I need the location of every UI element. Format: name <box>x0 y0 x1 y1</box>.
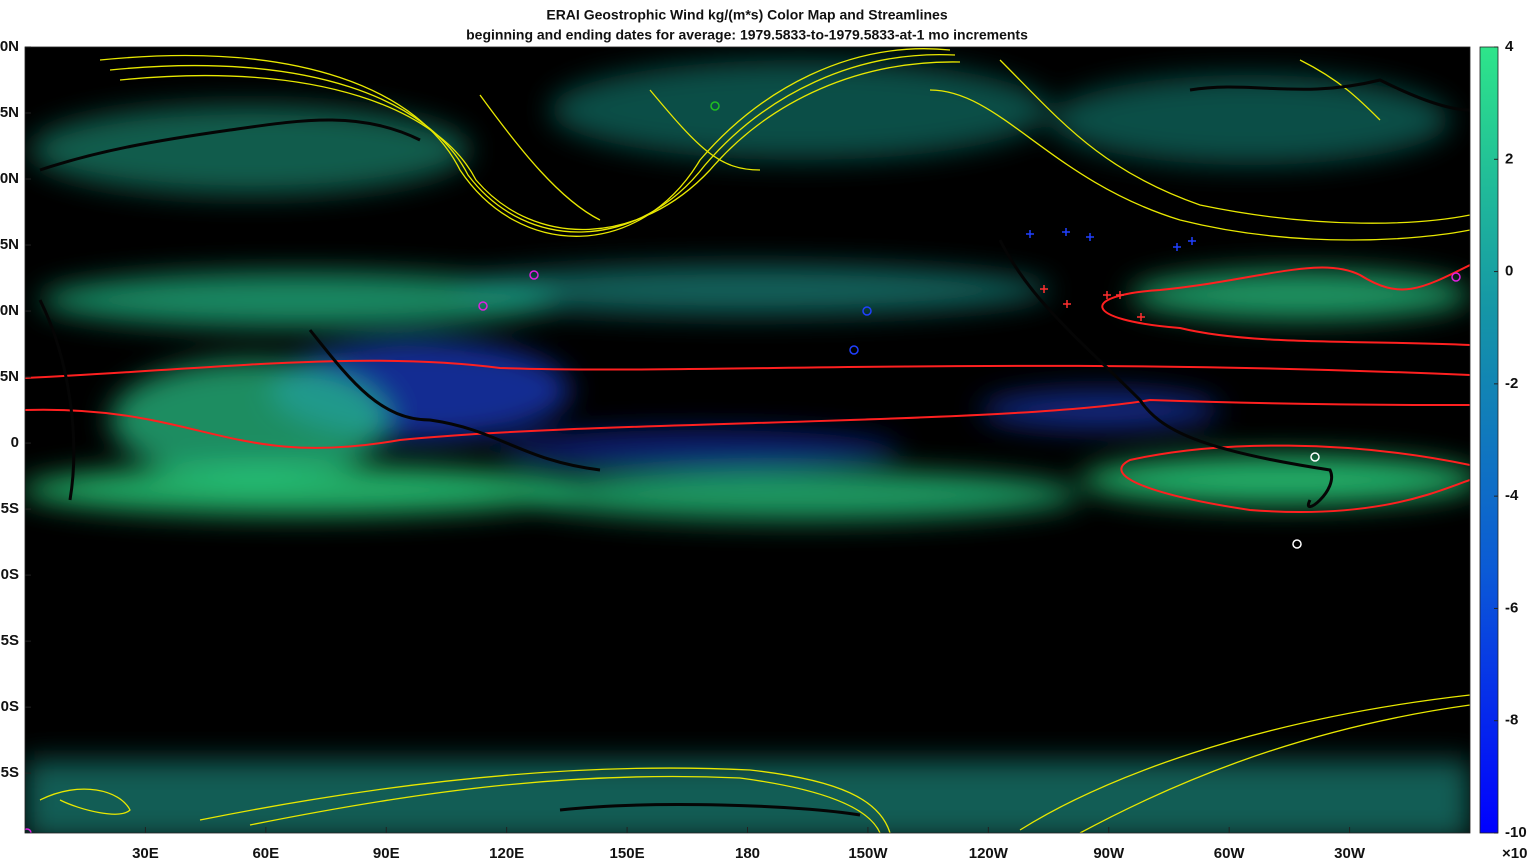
x-tick-label: 60W <box>1214 845 1246 862</box>
x-tick-label: 30E <box>132 845 159 862</box>
x-tick-label: 90E <box>373 845 400 862</box>
x-tick-label: 30W <box>1334 845 1366 862</box>
x-tick-label: 150W <box>848 845 888 862</box>
x-tick-label: 120E <box>489 845 524 862</box>
chart-title: ERAI Geostrophic Wind kg/(m*s) Color Map… <box>546 7 947 23</box>
y-tick-label: 0 <box>11 434 19 451</box>
y-tick-label: 5N <box>0 236 19 253</box>
y-tick-label: 5S <box>1 632 19 649</box>
y-tick-label: 0N <box>0 170 19 187</box>
x-tick-label: 180 <box>735 845 760 862</box>
streamlines-red <box>25 264 1470 513</box>
map-area <box>25 47 1470 833</box>
streamlines-yellow <box>39 48 1470 833</box>
colorbar-tick-label: 4 <box>1505 38 1514 55</box>
coastlines <box>38 78 1470 817</box>
chart-subtitle: beginning and ending dates for average: … <box>466 27 1028 43</box>
colorbar-tick-label: -8 <box>1505 712 1518 729</box>
x-tick-label: 90W <box>1093 845 1125 862</box>
markers <box>25 101 1461 833</box>
colorbar-tick-label: -10 <box>1505 824 1527 841</box>
wind-field <box>25 60 1470 833</box>
y-tick-label: 5N <box>0 104 19 121</box>
colorbar-exponent: ×10 <box>1502 845 1527 862</box>
y-tick-label: 0N <box>0 302 19 319</box>
x-tick-label: 150E <box>610 845 645 862</box>
y-tick-label: 5N <box>0 368 19 385</box>
colorbar-tick-label: 0 <box>1505 263 1513 280</box>
colorbar-tick-label: -2 <box>1505 375 1518 392</box>
colorbar-tick-label: -6 <box>1505 599 1518 616</box>
x-tick-label: 120W <box>969 845 1009 862</box>
y-tick-label: 0S <box>1 698 19 715</box>
colorbar-tick-label: 2 <box>1505 150 1513 167</box>
colorbar <box>1479 46 1499 834</box>
y-tick-label: 0N <box>0 38 19 55</box>
y-tick-label: 5S <box>1 764 19 781</box>
colorbar-tick-label: -4 <box>1505 487 1519 504</box>
y-tick-label: 0S <box>1 566 19 583</box>
y-tick-label: 5S <box>1 500 19 517</box>
x-tick-label: 60E <box>252 845 279 862</box>
